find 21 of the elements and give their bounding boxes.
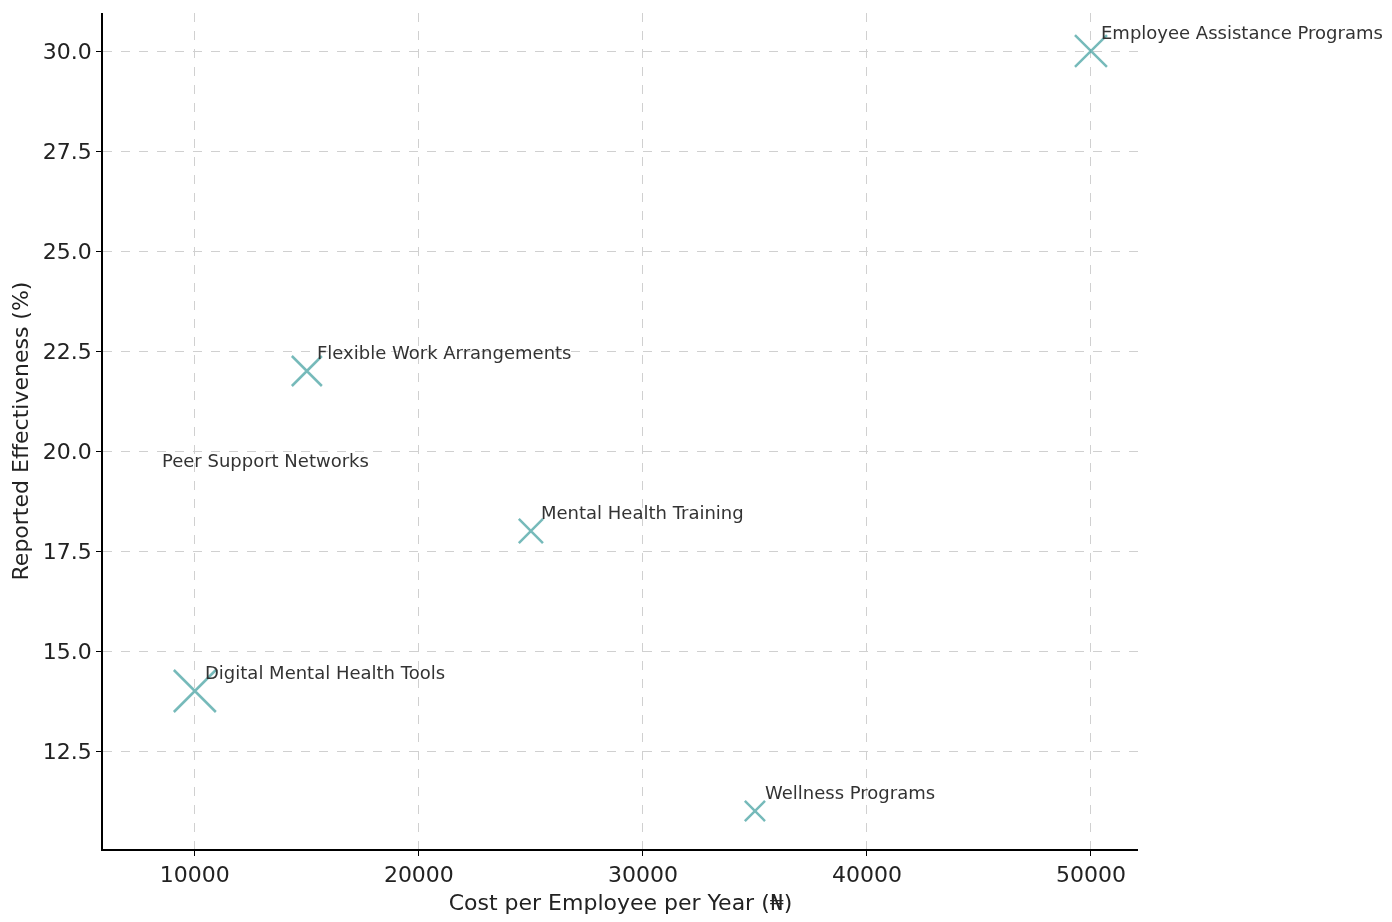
y-tick-label: 20.0: [42, 438, 92, 464]
x-tick-label: 10000: [159, 862, 230, 888]
annotation: Mental Health Training: [541, 502, 744, 523]
x-tick-label: 20000: [383, 862, 454, 888]
annotation: Flexible Work Arrangements: [317, 342, 572, 363]
x-axis-title: Cost per Employee per Year (₦): [448, 889, 793, 915]
annotation: Wellness Programs: [765, 782, 936, 803]
y-tick-label: 25.0: [42, 238, 92, 264]
annotation: Digital Mental Health Tools: [205, 662, 446, 683]
y-tick-label: 27.5: [42, 138, 92, 164]
y-axis-title: Reported Effectiveness (%): [8, 281, 34, 581]
y-tick-label: 15.0: [42, 638, 92, 664]
y-tick-label: 17.5: [42, 538, 92, 564]
y-tick-label: 12.5: [42, 738, 92, 764]
x-tick-label: 50000: [1055, 862, 1126, 888]
y-tick-label: 30.0: [42, 38, 92, 64]
annotation: Employee Assistance Programs: [1101, 22, 1383, 43]
y-tick-label: 22.5: [42, 338, 92, 364]
x-tick-label: 40000: [831, 862, 902, 888]
x-tick-label: 30000: [607, 862, 678, 888]
annotation: Peer Support Networks: [162, 450, 369, 471]
